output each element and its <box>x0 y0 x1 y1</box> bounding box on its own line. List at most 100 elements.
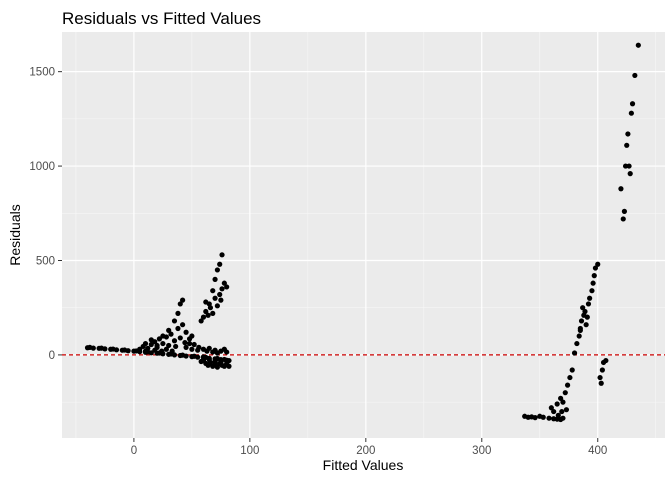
data-point <box>210 288 216 294</box>
data-point <box>603 357 609 364</box>
data-points <box>84 42 641 423</box>
data-point <box>618 186 624 192</box>
data-point <box>177 335 183 341</box>
data-point <box>569 367 575 373</box>
data-point <box>182 340 188 346</box>
data-point <box>598 380 604 386</box>
data-point <box>198 318 204 324</box>
data-point <box>180 297 186 303</box>
y-tick-label: 0 <box>49 350 55 362</box>
data-point <box>210 310 216 316</box>
data-point <box>175 325 181 332</box>
data-point <box>597 374 603 381</box>
data-point <box>548 405 554 411</box>
plot-panel <box>62 32 665 438</box>
data-point <box>200 354 207 360</box>
data-point <box>627 171 633 177</box>
data-point <box>584 314 590 320</box>
data-point <box>582 308 588 315</box>
data-point <box>87 344 93 350</box>
data-point <box>224 284 230 290</box>
data-point <box>629 101 636 107</box>
x-tick-label: 200 <box>356 445 375 457</box>
x-tick-label: 400 <box>588 445 607 457</box>
data-point <box>217 261 223 267</box>
data-point <box>110 346 116 352</box>
data-point <box>163 346 169 352</box>
data-point <box>551 408 557 415</box>
data-point <box>203 299 209 305</box>
y-tick-label: 1000 <box>29 161 55 173</box>
data-point <box>183 344 189 350</box>
data-point <box>166 327 172 333</box>
x-axis-ticks: 0 100 200 300 400 <box>131 438 607 457</box>
data-point <box>219 286 225 292</box>
data-point <box>142 340 149 347</box>
data-point <box>196 344 202 350</box>
data-point <box>122 347 128 353</box>
y-axis-title: Residuals <box>7 204 23 265</box>
data-point <box>576 333 582 339</box>
data-point <box>540 414 546 420</box>
data-point <box>207 305 214 311</box>
data-point <box>589 288 595 294</box>
data-point <box>142 348 149 354</box>
data-point <box>180 322 186 328</box>
data-point <box>624 142 630 148</box>
data-point <box>169 348 175 354</box>
data-point <box>206 345 212 351</box>
data-point <box>212 358 218 365</box>
chart-title: Residuals vs Fitted Values <box>62 9 261 28</box>
y-tick-label: 500 <box>36 255 55 267</box>
data-point <box>554 401 560 407</box>
data-point <box>599 367 605 373</box>
data-point <box>203 308 209 315</box>
data-point <box>148 341 154 348</box>
data-point <box>587 295 593 301</box>
data-point <box>555 412 561 418</box>
data-point <box>567 374 573 381</box>
data-point <box>577 327 583 333</box>
data-point <box>585 301 592 307</box>
data-point <box>171 318 178 324</box>
data-point <box>186 336 193 342</box>
data-point <box>226 357 232 364</box>
data-point <box>217 291 223 298</box>
data-point <box>205 312 211 318</box>
data-point <box>562 390 568 396</box>
data-point <box>173 343 179 350</box>
data-point <box>166 342 172 349</box>
data-point <box>621 208 628 214</box>
data-point <box>212 295 218 301</box>
data-point <box>198 358 204 365</box>
data-point <box>571 350 578 356</box>
data-point <box>156 336 163 342</box>
data-point <box>590 280 596 286</box>
data-point <box>578 318 585 324</box>
data-point <box>558 395 564 401</box>
data-point <box>221 356 227 363</box>
data-point <box>628 110 634 116</box>
data-point <box>177 301 183 307</box>
data-point <box>559 408 565 415</box>
data-point <box>159 348 165 354</box>
data-point <box>218 297 224 303</box>
data-point <box>218 359 224 366</box>
data-point <box>160 333 166 339</box>
x-tick-label: 100 <box>240 445 259 457</box>
data-point <box>625 131 631 137</box>
data-point <box>180 352 186 358</box>
data-point <box>160 340 166 347</box>
data-point <box>171 338 178 344</box>
data-point <box>183 329 189 335</box>
data-point <box>592 265 599 271</box>
data-point <box>206 357 212 363</box>
data-point <box>137 346 143 352</box>
data-point <box>214 267 220 273</box>
data-point <box>580 305 586 311</box>
data-point <box>214 303 220 309</box>
x-tick-label: 0 <box>131 445 137 457</box>
data-point <box>154 342 160 349</box>
data-point <box>635 42 641 48</box>
data-point <box>226 363 232 369</box>
